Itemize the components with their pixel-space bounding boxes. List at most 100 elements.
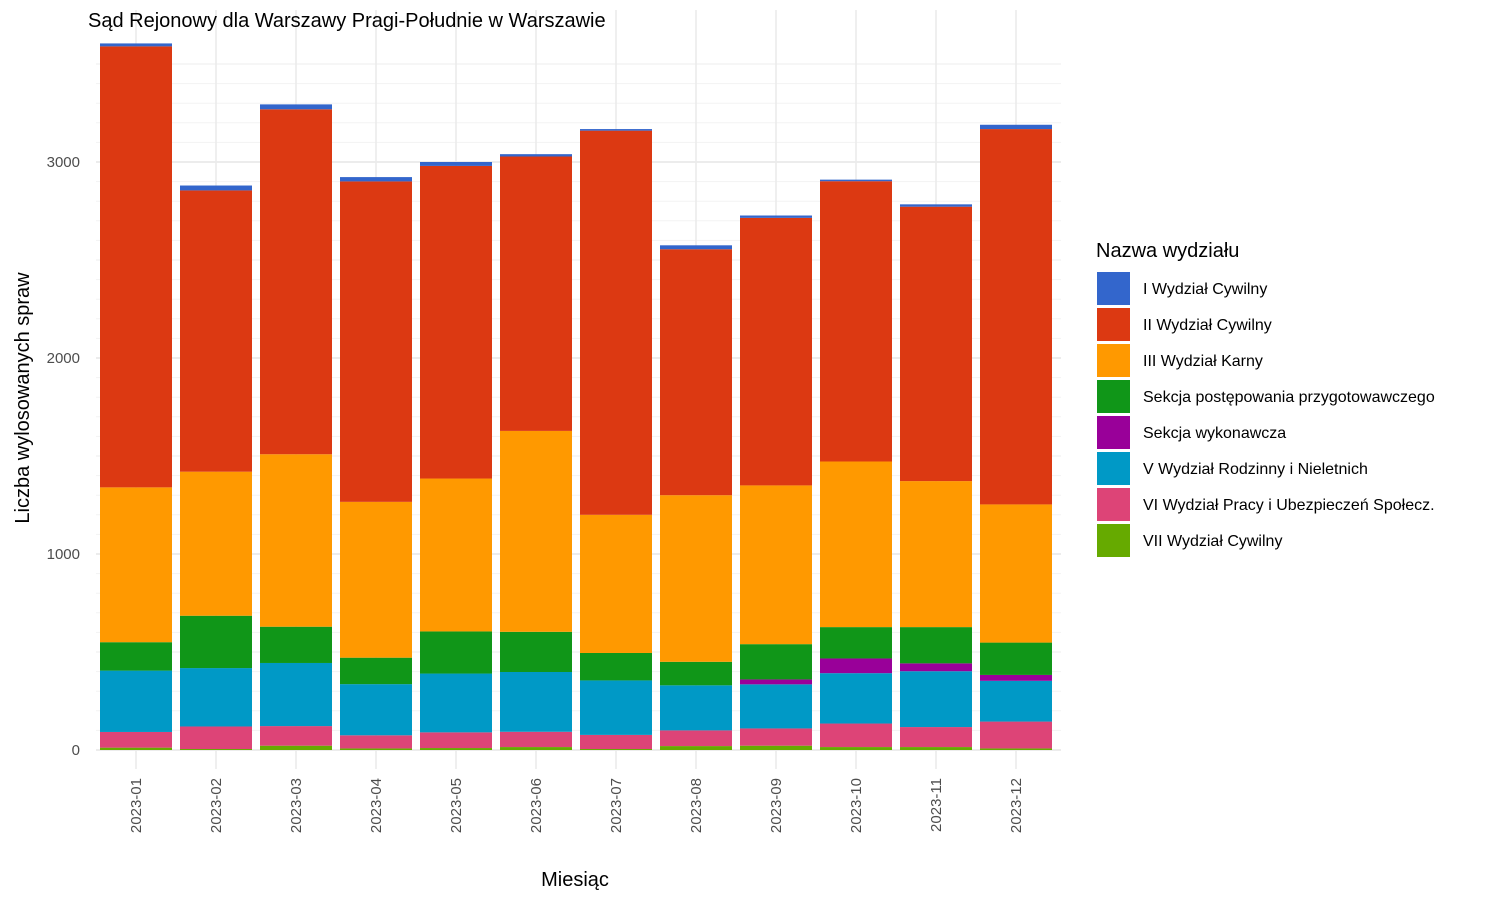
bar-segment: VI Wydział Pracy i Ubezpieczeń Społecz. … (580, 734, 652, 750)
bar-segment: I Wydział Cywilny 2023-12: 22 (980, 124, 1052, 130)
bar-segment: VI Wydział Pracy i Ubezpieczeń Społecz. … (420, 732, 492, 749)
bar-segment: V Wydział Rodzinny i Nieletnich 2023-01:… (100, 670, 172, 732)
x-tick-label: 2023-04 (368, 778, 385, 833)
bar-segment: VII Wydział Cywilny 2023-08: 20 (660, 746, 732, 750)
bar-segment: Sekcja postępowania przygotowawczego 202… (660, 661, 732, 686)
bar-segment: I Wydział Cywilny 2023-02: 25 (180, 185, 252, 191)
x-tick-label: 2023-03 (288, 778, 305, 833)
bar-segment: II Wydział Cywilny 2023-06: 1400 (500, 156, 572, 431)
legend-swatch (1097, 452, 1130, 485)
bar-segment: II Wydział Cywilny 2023-01: 2250 (100, 46, 172, 488)
bar-segment: II Wydział Cywilny 2023-11: 1400 (900, 206, 972, 482)
bar-segment: III Wydział Karny 2023-10: 845 (820, 461, 892, 628)
legend-label: V Wydział Rodzinny i Nieletnich (1143, 461, 1368, 478)
legend-swatch (1097, 416, 1130, 449)
y-axis-ticks: 0 1000 2000 3000 (47, 154, 80, 759)
bar-segment: Sekcja postępowania przygotowawczego 202… (180, 615, 252, 669)
y-tick-label: 2000 (47, 350, 80, 367)
bar-segment: V Wydział Rodzinny i Nieletnich 2023-06:… (500, 671, 572, 732)
bar-segment: V Wydział Rodzinny i Nieletnich 2023-07:… (580, 680, 652, 735)
bar-segment: V Wydział Rodzinny i Nieletnich 2023-03:… (260, 662, 332, 727)
bar-segment: Sekcja postępowania przygotowawczego 202… (820, 627, 892, 659)
bar-segment: Sekcja wykonawcza 2023-11: 40 (900, 663, 972, 672)
x-tick-label: 2023-06 (528, 778, 545, 833)
bar-segment: VII Wydział Cywilny 2023-03: 22 (260, 745, 332, 750)
bar-segment: I Wydział Cywilny 2023-04: 22 (340, 177, 412, 182)
legend-title: Nazwa wydziału (1096, 240, 1239, 262)
bar-segment: VII Wydział Cywilny 2023-11: 15 (900, 747, 972, 750)
bar-segment: Sekcja postępowania przygotowawczego 202… (420, 631, 492, 674)
legend-swatch (1097, 488, 1130, 521)
legend-label: Sekcja wykonawcza (1143, 425, 1286, 442)
bar-segment: I Wydział Cywilny 2023-05: 20 (420, 162, 492, 166)
x-tick-label: 2023-05 (448, 778, 465, 833)
bar-segment: I Wydział Cywilny 2023-09: 12 (740, 215, 812, 218)
bar-segment: III Wydział Karny 2023-11: 745 (900, 481, 972, 628)
bar-segment: III Wydział Karny 2023-05: 780 (420, 478, 492, 632)
bar-segment: VII Wydział Cywilny 2023-04: 8 (340, 748, 412, 750)
x-tick-label: 2023-02 (208, 778, 225, 833)
bar-segment: I Wydział Cywilny 2023-08: 20 (660, 245, 732, 250)
bar-segment: I Wydział Cywilny 2023-07: 8 (580, 129, 652, 131)
bar-segment: II Wydział Cywilny 2023-07: 1960 (580, 130, 652, 515)
y-axis-title: Liczba wylosowanych spraw (12, 272, 34, 524)
x-tick-label: 2023-07 (608, 778, 625, 833)
x-tick-label: 2023-01 (128, 778, 145, 833)
legend-swatch (1097, 524, 1130, 557)
x-tick-label: 2023-09 (768, 778, 785, 833)
x-axis-title: Miesiąc (541, 869, 609, 891)
bar-segment: VI Wydział Pracy i Ubezpieczeń Społecz. … (340, 735, 412, 749)
bar-segment: V Wydział Rodzinny i Nieletnich 2023-05:… (420, 673, 492, 733)
bar-segment: VI Wydział Pracy i Ubezpieczeń Społecz. … (260, 726, 332, 746)
x-axis-ticks: 2023-01 2023-02 2023-03 2023-04 2023-05 2023-… (128, 778, 1025, 833)
bar-segment: III Wydział Karny 2023-12: 705 (980, 504, 1052, 643)
bar-segment: Sekcja wykonawcza 2023-12: 30 (980, 674, 1052, 681)
bar-segment: II Wydział Cywilny 2023-03: 1760 (260, 109, 332, 455)
bar-segment: VI Wydział Pracy i Ubezpieczeń Społecz. … (740, 728, 812, 746)
bar-segment: V Wydział Rodzinny i Nieletnich 2023-10:… (820, 673, 892, 724)
bar-segment: VII Wydział Cywilny 2023-12: 8 (980, 748, 1052, 750)
bar-segment: II Wydział Cywilny 2023-09: 1365 (740, 217, 812, 486)
bar-segment: III Wydział Karny 2023-04: 795 (340, 501, 412, 658)
bar-segment: Sekcja postępowania przygotowawczego 202… (340, 657, 412, 685)
bar-segment: VII Wydział Cywilny 2023-10: 15 (820, 747, 892, 750)
bars: VII Wydział Cywilny 2023-01: 12 VI Wydzia… (100, 43, 1052, 750)
bar-segment: III Wydział Karny 2023-09: 810 (740, 485, 812, 645)
legend-label: II Wydział Cywilny (1143, 317, 1272, 334)
bar-segment: Sekcja postępowania przygotowawczego 202… (980, 642, 1052, 675)
bar-segment: VII Wydział Cywilny 2023-07: 5 (580, 749, 652, 750)
x-tick-label: 2023-10 (848, 778, 865, 833)
bar-segment: II Wydział Cywilny 2023-12: 1915 (980, 129, 1052, 505)
legend-label: VI Wydział Pracy i Ubezpieczeń Społecz. (1143, 497, 1435, 514)
bar-segment: Sekcja postępowania przygotowawczego 202… (580, 652, 652, 681)
bar-segment: Sekcja postępowania przygotowawczego 202… (500, 631, 572, 672)
bar-segment: VI Wydział Pracy i Ubezpieczeń Społecz. … (980, 721, 1052, 749)
legend-label: Sekcja postępowania przygotowawczego (1143, 389, 1435, 406)
bar-segment: Sekcja wykonawcza 2023-09: 25 (740, 679, 812, 685)
bar-segment: I Wydział Cywilny 2023-01: 15 (100, 43, 172, 47)
bar-segment: VII Wydział Cywilny 2023-05: 10 (420, 748, 492, 750)
bar-segment: V Wydział Rodzinny i Nieletnich 2023-02:… (180, 668, 252, 727)
bar-segment: I Wydział Cywilny 2023-03: 25 (260, 104, 332, 110)
bar-segment: I Wydział Cywilny 2023-06: 12 (500, 154, 572, 157)
bar-segment: VI Wydział Pracy i Ubezpieczeń Społecz. … (180, 726, 252, 750)
chart-title: Sąd Rejonowy dla Warszawy Pragi-Południe… (88, 10, 606, 32)
y-tick-label: 0 (72, 742, 80, 759)
bar-segment: Sekcja postępowania przygotowawczego 202… (260, 626, 332, 663)
bar-segment: III Wydział Karny 2023-08: 850 (660, 495, 732, 662)
bar-segment: III Wydział Karny 2023-01: 790 (100, 487, 172, 643)
y-tick-label: 1000 (47, 546, 80, 563)
bar-segment: Sekcja postępowania przygotowawczego 202… (740, 644, 812, 680)
bar-segment: VII Wydział Cywilny 2023-09: 22 (740, 745, 812, 750)
legend-label: I Wydział Cywilny (1143, 281, 1267, 298)
bar-segment: III Wydział Karny 2023-03: 880 (260, 454, 332, 627)
x-tick-label: 2023-11 (928, 778, 945, 832)
bar-segment: II Wydział Cywilny 2023-10: 1430 (820, 181, 892, 462)
legend-swatch (1097, 380, 1130, 413)
bar-segment: III Wydział Karny 2023-02: 735 (180, 471, 252, 616)
bar-segment: V Wydział Rodzinny i Nieletnich 2023-11:… (900, 671, 972, 728)
bar-segment: II Wydział Cywilny 2023-05: 1595 (420, 165, 492, 479)
bar-segment: VII Wydział Cywilny 2023-01: 12 (100, 747, 172, 750)
